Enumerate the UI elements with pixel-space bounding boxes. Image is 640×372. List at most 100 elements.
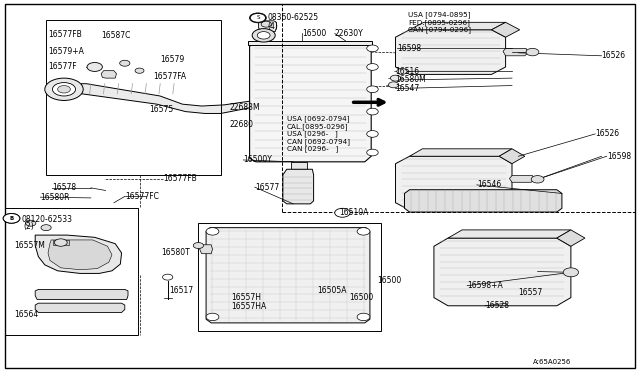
Text: 16580T: 16580T xyxy=(161,248,190,257)
Text: 16505A: 16505A xyxy=(317,286,346,295)
Polygon shape xyxy=(81,84,250,113)
Polygon shape xyxy=(35,235,122,273)
Polygon shape xyxy=(434,238,571,306)
Text: 16577F: 16577F xyxy=(48,62,77,71)
Circle shape xyxy=(261,21,271,27)
Circle shape xyxy=(41,225,51,231)
Polygon shape xyxy=(396,30,506,74)
Text: 16510A: 16510A xyxy=(339,208,369,217)
Circle shape xyxy=(335,208,350,217)
Circle shape xyxy=(257,32,270,39)
Polygon shape xyxy=(259,21,276,32)
Text: A:65A0256: A:65A0256 xyxy=(532,359,571,365)
Circle shape xyxy=(388,82,399,88)
Circle shape xyxy=(367,86,378,93)
Circle shape xyxy=(206,313,219,321)
Circle shape xyxy=(87,62,102,71)
Circle shape xyxy=(357,313,370,321)
Polygon shape xyxy=(35,303,125,312)
Polygon shape xyxy=(410,22,506,30)
Text: USA [0296-   ]: USA [0296- ] xyxy=(287,131,337,137)
Circle shape xyxy=(526,48,539,56)
Circle shape xyxy=(3,214,20,223)
Circle shape xyxy=(52,83,76,96)
Text: 22630Y: 22630Y xyxy=(335,29,364,38)
Text: 16577FB: 16577FB xyxy=(163,174,197,183)
Text: (4): (4) xyxy=(268,22,278,31)
Text: 16577FC: 16577FC xyxy=(125,192,159,201)
Polygon shape xyxy=(499,149,525,164)
Text: 16500: 16500 xyxy=(302,29,326,38)
Text: B: B xyxy=(10,216,13,221)
Text: 16580M: 16580M xyxy=(396,76,426,84)
Text: CAN [0794-0296]: CAN [0794-0296] xyxy=(408,26,471,33)
Polygon shape xyxy=(250,43,371,162)
Text: 16577FA: 16577FA xyxy=(154,72,187,81)
Circle shape xyxy=(531,176,544,183)
Text: 16557H: 16557H xyxy=(232,293,262,302)
Text: CAN [0692-0794]: CAN [0692-0794] xyxy=(287,138,349,145)
Text: S: S xyxy=(256,15,260,20)
Text: USA [0794-0895]: USA [0794-0895] xyxy=(408,12,471,18)
Polygon shape xyxy=(101,71,116,78)
Text: 16580R: 16580R xyxy=(40,193,70,202)
Text: 16575: 16575 xyxy=(149,105,173,114)
Circle shape xyxy=(45,78,83,100)
Circle shape xyxy=(390,75,401,81)
Polygon shape xyxy=(396,156,512,210)
Circle shape xyxy=(54,239,67,246)
Text: S: S xyxy=(256,15,260,20)
Text: 16557: 16557 xyxy=(518,288,543,296)
Text: 16547: 16547 xyxy=(396,84,420,93)
Text: 16516: 16516 xyxy=(396,67,420,76)
Text: CAN [0296-   ]: CAN [0296- ] xyxy=(287,145,338,152)
Polygon shape xyxy=(206,228,370,323)
Text: 16546: 16546 xyxy=(477,180,501,189)
Polygon shape xyxy=(200,245,212,254)
Text: 22680: 22680 xyxy=(229,120,253,129)
Text: 16528: 16528 xyxy=(485,301,509,310)
Text: CAL.[0895-0296]: CAL.[0895-0296] xyxy=(287,123,348,130)
Text: 16579: 16579 xyxy=(160,55,184,64)
Circle shape xyxy=(58,86,70,93)
Circle shape xyxy=(367,64,378,70)
Text: 16579+A: 16579+A xyxy=(48,47,84,56)
Text: USA [0692-0794]: USA [0692-0794] xyxy=(287,116,349,122)
Circle shape xyxy=(397,68,407,74)
Text: FED.[0895-0296]: FED.[0895-0296] xyxy=(408,19,470,26)
Text: 16587C: 16587C xyxy=(101,31,131,40)
Polygon shape xyxy=(404,190,562,212)
Text: 16598: 16598 xyxy=(397,44,421,53)
Text: 08120-62533: 08120-62533 xyxy=(22,215,73,224)
Polygon shape xyxy=(557,230,585,246)
Circle shape xyxy=(193,243,204,248)
Text: 16526: 16526 xyxy=(602,51,626,60)
Circle shape xyxy=(206,228,219,235)
Polygon shape xyxy=(48,240,112,270)
Text: 16598: 16598 xyxy=(607,152,631,161)
Text: 16577: 16577 xyxy=(255,183,279,192)
Circle shape xyxy=(250,13,266,22)
Polygon shape xyxy=(448,230,571,238)
Text: 16526: 16526 xyxy=(595,129,620,138)
Circle shape xyxy=(135,68,144,73)
Text: 16500Y: 16500Y xyxy=(243,155,272,164)
Circle shape xyxy=(120,60,130,66)
Text: 22683M: 22683M xyxy=(229,103,260,112)
Polygon shape xyxy=(283,169,314,204)
Polygon shape xyxy=(509,176,534,182)
Circle shape xyxy=(26,220,36,226)
Circle shape xyxy=(367,149,378,156)
Polygon shape xyxy=(248,41,372,45)
Circle shape xyxy=(163,274,173,280)
Text: 16500: 16500 xyxy=(349,293,373,302)
Polygon shape xyxy=(503,48,528,56)
Text: 16577FB: 16577FB xyxy=(48,30,82,39)
Text: B: B xyxy=(10,216,13,221)
Polygon shape xyxy=(410,149,512,156)
Text: 16564: 16564 xyxy=(14,310,38,319)
Circle shape xyxy=(367,131,378,137)
Polygon shape xyxy=(35,289,128,299)
Circle shape xyxy=(367,45,378,52)
Text: (2): (2) xyxy=(23,222,34,231)
